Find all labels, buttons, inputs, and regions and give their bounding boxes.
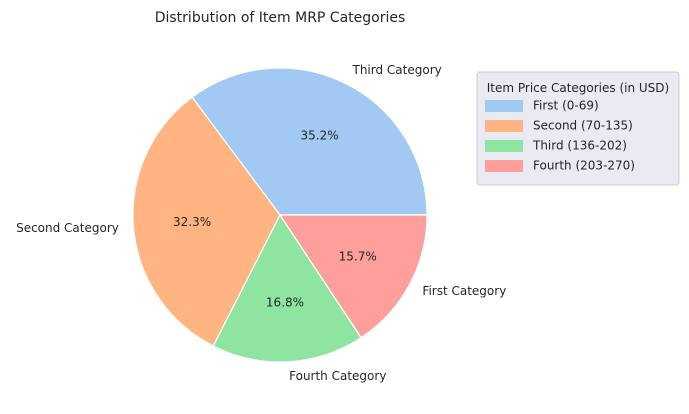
pie-slice-third-category — [191, 67, 428, 216]
legend-label-3: Third (136-202) — [532, 139, 627, 153]
legend: Item Price Categories (in USD) First (0-… — [476, 71, 680, 186]
legend-swatch-1 — [485, 100, 523, 112]
legend-swatch-2 — [485, 120, 523, 132]
pie-percent-labels: 35.2% 32.3% 16.8% 15.7% — [173, 129, 377, 310]
legend-title: Item Price Categories (in USD) — [487, 81, 669, 95]
slice-label-first-category: First Category — [422, 284, 506, 298]
slice-percent-second-category: 32.3% — [173, 215, 211, 229]
slice-label-third-category: Third Category — [352, 63, 442, 77]
legend-swatch-4 — [485, 160, 523, 172]
legend-items: First (0-69) Second (70-135) Third (136-20… — [485, 99, 635, 173]
pie-slice-first-category — [279, 214, 428, 339]
pie-slice-second-category — [132, 96, 281, 347]
slice-label-fourth-category: Fourth Category — [289, 369, 386, 383]
pie-category-labels: Third Category Second Category Fourth Cate… — [16, 63, 506, 383]
legend-label-1: First (0-69) — [533, 99, 599, 113]
slice-percent-first-category: 15.7% — [339, 249, 377, 263]
legend-label-2: Second (70-135) — [533, 119, 633, 133]
legend-frame — [476, 71, 680, 186]
pie-slices — [132, 67, 428, 363]
legend-swatch-3 — [485, 140, 523, 152]
chart-title: Distribution of Item MRP Categories — [155, 10, 406, 26]
slice-percent-fourth-category: 16.8% — [266, 296, 304, 310]
pie-slice-fourth-category — [212, 214, 362, 363]
slice-percent-third-category: 35.2% — [300, 129, 338, 143]
legend-label-4: Fourth (203-270) — [533, 159, 635, 173]
slice-label-second-category: Second Category — [16, 221, 119, 235]
